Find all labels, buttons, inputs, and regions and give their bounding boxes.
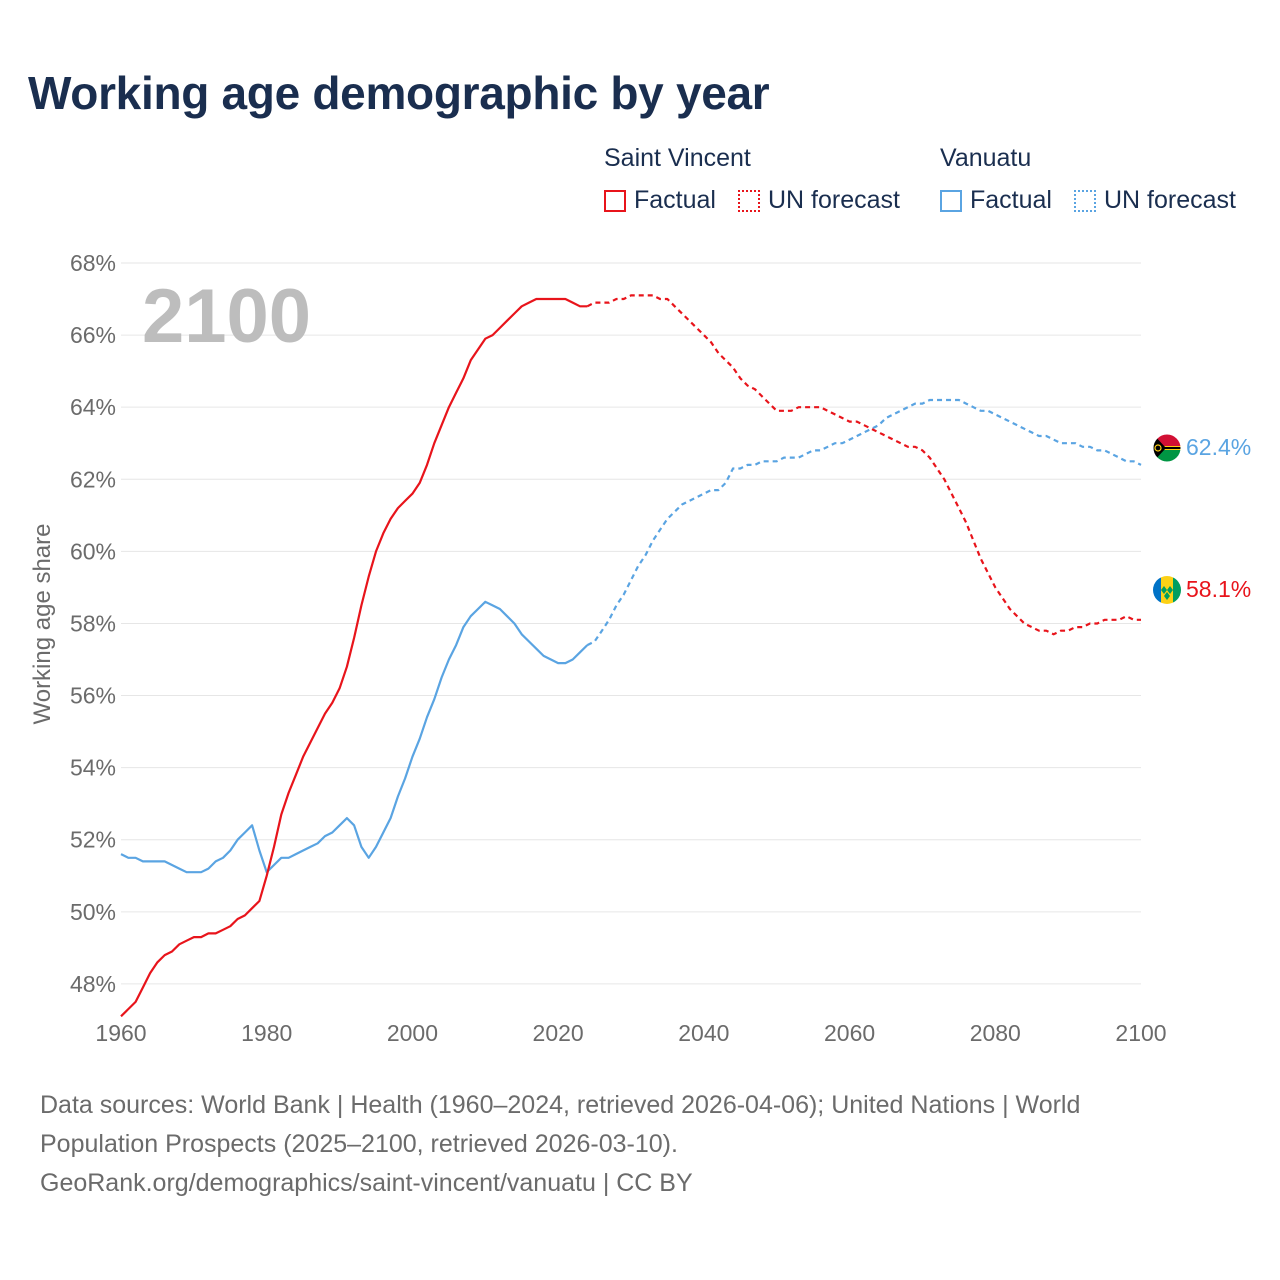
- sources-line: GeoRank.org/demographics/saint-vincent/v…: [40, 1169, 693, 1197]
- series-line-vanuatu-forecast: [586, 398, 1142, 647]
- y-tick-label: 50%: [70, 899, 116, 925]
- legend-label: Factual: [970, 186, 1052, 214]
- saint-vincent-flag-icon: [1153, 576, 1181, 604]
- x-tick-label: 2100: [1115, 1020, 1166, 1046]
- y-tick-label: 58%: [70, 610, 116, 636]
- x-tick-label: 2000: [387, 1020, 438, 1046]
- series-line-saint-vincent-factual: [120, 297, 588, 1018]
- x-tick-label: 1960: [95, 1020, 146, 1046]
- y-tick-label: 48%: [70, 971, 116, 997]
- legend-country-name: Saint Vincent: [604, 144, 751, 172]
- x-axis-ticks: 1960 1980 2000 2020 2040 2060 2080 2100: [95, 1020, 1166, 1046]
- gridlines: [121, 262, 1141, 985]
- y-tick-label: 64%: [70, 394, 116, 420]
- legend-swatch-solid: [604, 189, 626, 212]
- legend-label: UN forecast: [1104, 186, 1236, 214]
- y-tick-label: 52%: [70, 827, 116, 853]
- series-lines: [120, 294, 1142, 1018]
- legend-swatch-dotted: [1074, 189, 1096, 212]
- y-tick-label: 66%: [70, 322, 116, 348]
- x-tick-label: 1980: [241, 1020, 292, 1046]
- end-label-vanuatu: 62.4%: [1186, 434, 1251, 460]
- legend-item-factual[interactable]: Factual: [604, 186, 716, 215]
- series-line-saint-vincent-forecast: [586, 294, 1141, 636]
- y-tick-label: 54%: [70, 755, 116, 781]
- data-sources: Data sources: World Bank | Health (1960–…: [40, 1086, 1240, 1203]
- x-tick-label: 2020: [533, 1020, 584, 1046]
- x-tick-label: 2040: [678, 1020, 729, 1046]
- y-tick-label: 68%: [70, 250, 116, 276]
- chart-title: Working age demographic by year: [28, 67, 770, 119]
- sources-line: Data sources: World Bank | Health (1960–…: [40, 1091, 1081, 1119]
- y-tick-label: 56%: [70, 683, 116, 709]
- x-tick-label: 2060: [824, 1020, 875, 1046]
- end-label-saint-vincent: 58.1%: [1186, 576, 1251, 602]
- legend-country-name: Vanuatu: [940, 144, 1032, 172]
- legend-label: Factual: [634, 186, 716, 214]
- vanuatu-flag-icon: [1152, 433, 1182, 463]
- legend-swatch-solid: [940, 189, 962, 212]
- legend-item-forecast[interactable]: UN forecast: [1074, 186, 1236, 215]
- legend-swatch-dotted: [738, 189, 760, 212]
- sources-line: Population Prospects (2025–2100, retriev…: [40, 1130, 678, 1158]
- legend-item-factual[interactable]: Factual: [940, 186, 1052, 215]
- series-line-vanuatu-factual: [120, 600, 589, 874]
- year-overlay: 2100: [142, 274, 311, 359]
- y-tick-label: 62%: [70, 466, 116, 492]
- x-tick-label: 2080: [970, 1020, 1021, 1046]
- line-chart: 48%50%52%54%56%58%60%62%64%66%68% 1960 19…: [29, 250, 1251, 1046]
- legend-item-forecast[interactable]: UN forecast: [738, 186, 900, 215]
- legend-label: UN forecast: [768, 186, 900, 214]
- y-tick-label: 60%: [70, 538, 116, 564]
- y-axis-ticks: 48% 50% 52% 54% 56% 58% 60% 62% 64% 66% 68%: [70, 250, 116, 997]
- y-axis-label: Working age share: [29, 524, 56, 725]
